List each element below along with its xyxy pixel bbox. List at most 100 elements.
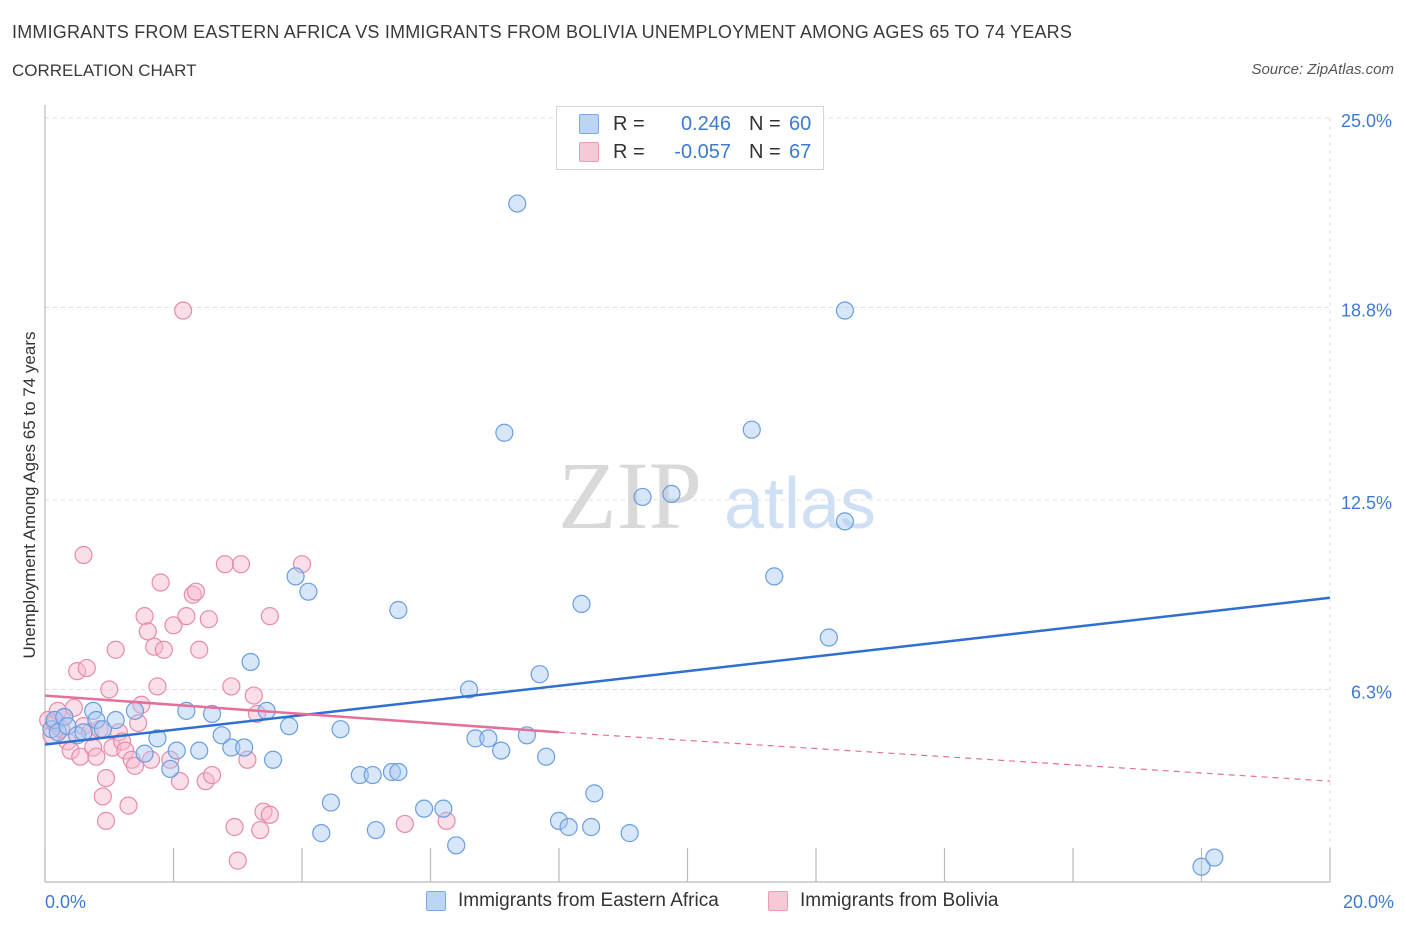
data-point-bolivia xyxy=(93,787,112,806)
data-point-bolivia xyxy=(164,616,183,635)
data-point-eastern-africa xyxy=(286,567,305,586)
tick-labels: 6.3% 12.5% 18.8% 25.0% 0.0% 20.0% xyxy=(45,111,1394,912)
data-point-bolivia xyxy=(161,750,180,769)
data-point-bolivia xyxy=(215,555,234,574)
data-point-eastern-africa xyxy=(312,824,331,843)
data-point-eastern-africa xyxy=(447,836,466,855)
y-tick-label: 12.5% xyxy=(1341,493,1392,513)
data-point-eastern-africa xyxy=(299,582,318,601)
legend-n-label: N = xyxy=(749,112,781,135)
data-point-bolivia xyxy=(186,582,206,601)
legend-swatch-bolivia xyxy=(579,142,599,162)
data-point-bolivia xyxy=(119,796,138,815)
data-point-bolivia xyxy=(106,640,125,659)
data-point-bolivia xyxy=(71,747,90,766)
data-point-eastern-africa xyxy=(1192,857,1211,876)
data-point-eastern-africa xyxy=(87,710,106,730)
data-point-eastern-africa xyxy=(106,710,125,730)
legend-swatch-eastern-africa xyxy=(426,891,446,911)
y-axis-label: Unemployment Among Ages 65 to 74 years xyxy=(20,331,39,659)
data-point-bolivia xyxy=(96,768,116,788)
y-tick-label: 6.3% xyxy=(1351,682,1392,702)
data-point-bolivia xyxy=(225,817,244,837)
data-point-bolivia xyxy=(202,765,222,785)
data-point-eastern-africa xyxy=(559,817,578,837)
data-point-eastern-africa xyxy=(331,720,350,739)
data-point-eastern-africa xyxy=(479,729,498,748)
data-point-eastern-africa xyxy=(263,750,283,769)
chart-title: IMMIGRANTS FROM EASTERN AFRICA VS IMMIGR… xyxy=(12,22,1073,42)
data-point-bolivia xyxy=(125,756,145,775)
chart-subtitle: CORRELATION CHART xyxy=(12,61,197,80)
data-point-eastern-africa xyxy=(662,484,681,503)
data-point-bolivia xyxy=(251,820,270,840)
data-point-eastern-africa xyxy=(530,665,549,684)
data-point-bolivia xyxy=(87,747,106,766)
legend-label-eastern-africa: Immigrants from Eastern Africa xyxy=(458,890,719,911)
x-tick-label: 0.0% xyxy=(45,892,86,912)
legend-n-value: 67 xyxy=(789,140,812,163)
legend-r-label: R = xyxy=(613,140,645,163)
data-point-bolivia xyxy=(260,805,279,824)
legend-swatch-eastern-africa xyxy=(579,114,599,134)
data-point-eastern-africa xyxy=(363,765,382,785)
data-point-eastern-africa xyxy=(389,600,408,620)
data-point-eastern-africa xyxy=(280,717,299,736)
data-point-bolivia xyxy=(231,555,251,574)
source-label: Source: ZipAtlas.com xyxy=(1251,61,1394,78)
data-point-bolivia xyxy=(199,610,218,629)
legend-label-bolivia: Immigrants from Bolivia xyxy=(800,890,999,911)
data-point-eastern-africa xyxy=(466,729,485,748)
data-point-eastern-africa xyxy=(414,799,434,818)
data-point-eastern-africa xyxy=(190,741,209,760)
y-tick-label: 25.0% xyxy=(1341,111,1392,131)
data-point-bolivia xyxy=(148,677,167,696)
data-point-eastern-africa xyxy=(212,726,231,745)
data-point-eastern-africa xyxy=(495,423,514,442)
legend-r-label: R = xyxy=(613,112,645,135)
data-point-eastern-africa xyxy=(492,741,511,760)
data-point-eastern-africa xyxy=(202,704,222,724)
legend-swatch-bolivia xyxy=(768,891,788,911)
data-point-eastern-africa xyxy=(819,628,838,647)
data-point-eastern-africa xyxy=(350,765,369,785)
data-point-bolivia xyxy=(96,811,116,830)
series-eastern-africa-points xyxy=(42,194,1224,876)
data-point-bolivia xyxy=(228,851,247,870)
data-point-eastern-africa xyxy=(222,738,241,757)
data-point-bolivia xyxy=(174,301,193,320)
data-point-eastern-africa xyxy=(235,738,254,757)
legend-r-value: 0.246 xyxy=(680,112,731,135)
legend-n-value: 60 xyxy=(789,112,812,135)
watermark-atlas: atlas xyxy=(724,464,876,544)
data-point-eastern-africa xyxy=(148,729,167,748)
watermark-zip: ZIP xyxy=(558,442,702,549)
y-tick-label: 18.8% xyxy=(1341,300,1392,320)
data-point-eastern-africa xyxy=(508,194,527,213)
data-point-bolivia xyxy=(395,814,414,834)
data-point-eastern-africa xyxy=(742,420,761,439)
data-point-eastern-africa xyxy=(366,820,385,840)
trend-line-eastern-africa xyxy=(44,596,1331,746)
data-point-eastern-africa xyxy=(241,652,260,672)
legend-item-eastern-africa: Immigrants from Eastern Africa xyxy=(426,890,719,912)
legend-row-bolivia: R = -0.057 N = 67 xyxy=(579,139,811,165)
data-point-eastern-africa xyxy=(389,762,408,782)
data-point-bolivia xyxy=(135,607,154,626)
data-point-eastern-africa xyxy=(161,759,180,779)
x-tick-label: 20.0% xyxy=(1343,892,1394,912)
data-point-bolivia xyxy=(74,545,93,565)
data-point-eastern-africa xyxy=(434,799,453,818)
data-point-bolivia xyxy=(222,677,241,696)
data-point-bolivia xyxy=(154,640,173,659)
data-point-eastern-africa xyxy=(125,701,145,720)
data-point-eastern-africa xyxy=(582,817,601,837)
data-point-bolivia xyxy=(77,658,96,678)
data-point-eastern-africa xyxy=(835,301,855,320)
data-point-bolivia xyxy=(183,585,202,604)
data-point-bolivia xyxy=(138,622,157,641)
correlation-legend: R = 0.246 N = 60 R = -0.057 N = 67 xyxy=(556,106,824,170)
trend-lines xyxy=(44,596,1331,782)
legend-item-bolivia: Immigrants from Bolivia xyxy=(768,890,999,912)
